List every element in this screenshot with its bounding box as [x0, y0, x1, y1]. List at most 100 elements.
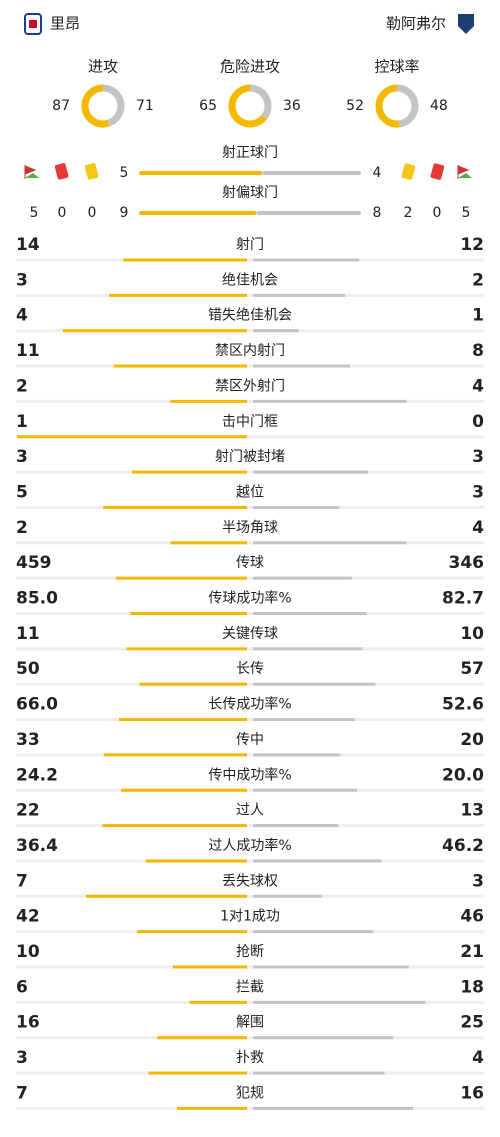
stat-away: 21: [460, 942, 484, 962]
donut-label: 控球率: [374, 58, 419, 76]
shot-home-bar: [139, 171, 263, 175]
stat-home: 42: [16, 907, 40, 927]
stat-away-bar: [253, 1071, 385, 1075]
home-card-icons: [24, 163, 99, 180]
stat-label: 解围: [236, 1015, 264, 1031]
shot-away-bar: [256, 211, 361, 215]
stat-home-bar: [130, 612, 247, 615]
stat-home-bar: [103, 505, 247, 509]
stat-home-bar: [115, 576, 247, 580]
stat-home-bar: [157, 1036, 247, 1040]
donut-home: 87: [52, 98, 70, 114]
stat-home-bar: [170, 399, 247, 403]
shot-label: 射正球门: [222, 145, 278, 161]
stat-away: 16: [460, 1083, 484, 1103]
stat-away: 4: [472, 376, 484, 396]
stat-home-bar: [145, 859, 247, 863]
shot-home: 5: [120, 165, 129, 181]
stat-away: 346: [449, 553, 485, 573]
stat-away: 46.2: [442, 836, 484, 856]
stat-home: 6: [16, 977, 28, 997]
stat-label: 错失绝佳机会: [208, 308, 292, 324]
stat-away: 20.0: [442, 765, 484, 785]
stat-home: 3: [16, 270, 28, 290]
stat-home-bar: [121, 788, 247, 792]
donut-away-arc: [249, 84, 272, 120]
stat-home: 33: [16, 730, 40, 750]
donut-label: 进攻: [88, 58, 118, 76]
home-logo: [24, 13, 42, 35]
stat-home: 36.4: [16, 836, 58, 856]
shot-away-bar: [262, 171, 361, 175]
shot-home: 9: [120, 205, 129, 221]
card-count: 0: [433, 205, 442, 221]
stat-away-bar: [253, 930, 374, 934]
stat-away: 57: [460, 659, 484, 679]
stat-away-bar: [253, 576, 352, 580]
stat-home: 66.0: [16, 695, 58, 715]
stat-away: 46: [460, 907, 484, 927]
shot-away: 4: [373, 165, 382, 181]
stat-home: 10: [16, 942, 40, 962]
stat-away-bar: [253, 824, 339, 828]
card-count: 0: [58, 205, 67, 221]
away-team: 勒阿弗尔: [386, 15, 446, 33]
donut-home-arc: [375, 84, 400, 128]
stat-label: 传球成功率%: [208, 590, 291, 607]
donut-home-arc: [228, 84, 267, 128]
stat-home: 16: [16, 1013, 40, 1033]
shot-label: 射偏球门: [222, 185, 278, 201]
stat-label: 传球: [236, 555, 264, 571]
stat-away-bar: [253, 329, 299, 333]
stat-home: 3: [16, 1048, 28, 1068]
stat-home-bar: [123, 258, 247, 262]
stat-away-bar: [253, 612, 367, 615]
stat-home-bar: [148, 1071, 247, 1075]
stat-label: 越位: [236, 484, 264, 500]
stat-home-bar: [132, 470, 247, 474]
stat-away-bar: [253, 1000, 426, 1004]
stat-home: 50: [16, 659, 40, 679]
stat-home-bar: [119, 718, 247, 722]
card-count: 0: [88, 205, 97, 221]
stat-home: 24.2: [16, 765, 58, 785]
stat-home-bar: [86, 894, 247, 898]
stat-away-bar: [253, 1036, 394, 1040]
stat-away: 18: [460, 977, 484, 997]
stat-label: 拦截: [236, 979, 264, 995]
stat-home-bar: [177, 1106, 247, 1110]
stat-label: 犯规: [236, 1085, 264, 1101]
stat-home: 85.0: [16, 589, 58, 609]
stat-away-bar: [253, 258, 360, 262]
stat-away: 13: [460, 801, 484, 821]
stat-away: 4: [472, 518, 484, 538]
stat-label: 抢断: [236, 943, 264, 960]
stat-home: 11: [16, 624, 40, 644]
shot-home-bar: [139, 211, 257, 215]
stat-home: 459: [16, 553, 52, 573]
donut-label: 危险进攻: [220, 58, 280, 76]
home-team: 里昂: [50, 15, 80, 33]
stat-label: 绝佳机会: [222, 272, 278, 288]
stat-home-bar: [109, 293, 247, 297]
stat-away: 3: [472, 447, 484, 467]
stat-away: 3: [472, 482, 484, 502]
stat-away: 2: [472, 270, 484, 290]
stat-home-bar: [103, 753, 247, 757]
stat-away-bar: [253, 718, 356, 722]
stat-away-bar: [253, 859, 382, 863]
stat-away-bar: [253, 788, 358, 792]
stat-away-bar: [253, 470, 368, 474]
stat-home-bar: [170, 541, 247, 545]
stat-home-bar: [126, 647, 247, 651]
stat-away-bar: [253, 541, 407, 545]
stat-home: 22: [16, 801, 40, 821]
stat-away-bar: [253, 894, 322, 898]
stat-home: 3: [16, 447, 28, 467]
stat-label: 长传成功率%: [208, 696, 291, 713]
stat-label: 传中成功率%: [208, 766, 291, 783]
stat-home-bar: [189, 1000, 247, 1004]
stat-home-bar: [139, 682, 247, 686]
stat-away: 82.7: [442, 589, 484, 609]
